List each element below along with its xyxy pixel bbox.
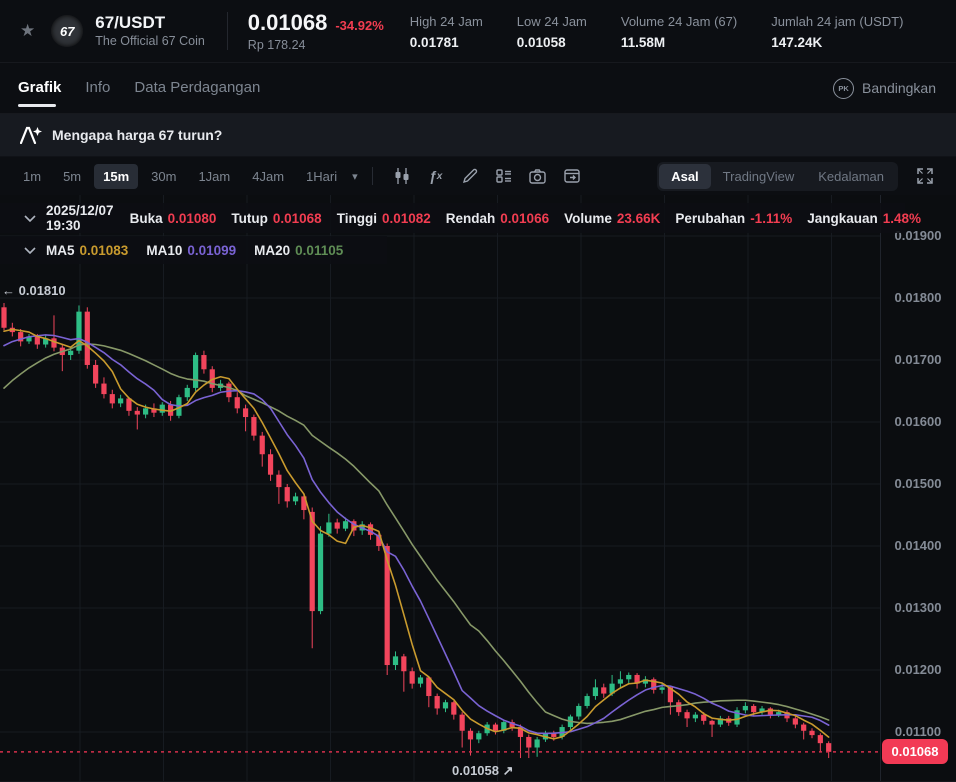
stat-value: 11.58M [620,34,666,50]
favorite-star-icon[interactable]: ★ [20,21,36,40]
last-price-badge[interactable]: 0.01068 [882,739,948,765]
coin-logo: 67 [51,15,84,47]
ma5-readout: MA5 0.01083 [46,242,129,258]
ohlc-change: Perubahan -1.11% [675,210,793,226]
timeframe-dropdown-caret[interactable]: ▾ [352,170,358,183]
indicator-list-icon[interactable] [487,163,521,189]
ohlc-info-strip: 2025/12/07 19:30 Buka 0.01080 Tutup 0.0106… [0,203,921,233]
timeframe-4h[interactable]: 4Jam [252,168,285,184]
stat-high24h: High 24 Jam 0.01781 [410,13,483,50]
stat-quote-volume24h: Jumlah 24 jam (USDT) 147.24K [771,13,903,50]
fiat-price: Rp 178.24 [247,37,306,52]
stat-label: High 24 Jam [409,13,483,29]
price-axis-label: 0.01400 [894,538,942,553]
arrow-left-icon: ← [2,282,15,298]
price-axis-label: 0.01700 [894,352,942,367]
stat-value: 0.01781 [409,34,459,50]
last-price: 0.01068 [247,9,328,35]
ai-insight-banner[interactable]: Mengapa harga 67 turun? [0,114,956,157]
arrow-up-right-icon: ↗ [502,763,514,779]
visible-low-marker: 0.01058 ↗ [452,763,514,779]
timeframe-30m[interactable]: 30m [151,168,177,184]
stat-volume24h: Volume 24 Jam (67) 11.58M [621,13,737,50]
tab-data-perdagangan[interactable]: Data Perdagangan [134,79,261,96]
price-axis-label: 0.01100 [894,724,942,739]
candle-datetime: 2025/12/07 19:30 [46,203,114,233]
coin-full-name: The Official 67 Coin [95,33,205,48]
stat-value: 147.24K [771,34,823,50]
collapse-chevron-icon[interactable] [24,214,36,222]
timeframe-15m[interactable]: 15m [94,163,139,189]
chart-view-switcher: Asal TradingView Kedalaman [657,161,898,191]
price-axis-label: 0.01500 [894,476,942,491]
price-axis-label: 0.01600 [894,414,942,429]
timeframe-1d[interactable]: 1Hari [306,168,338,184]
stat-label: Jumlah 24 jam (USDT) [771,13,904,29]
timeframe-1h[interactable]: 1Jam [198,168,231,184]
price-axis-label: 0.01300 [894,600,942,615]
toolbar-separator [371,167,373,185]
header-divider [226,12,228,50]
fullscreen-icon[interactable] [908,163,942,189]
ohlc-high: Tinggi 0.01082 [336,210,431,226]
price-axis-label: 0.01900 [894,228,942,243]
ai-question-text: Mengapa harga 67 turun? [52,127,223,143]
ai-sparkle-icon [19,126,42,145]
ohlc-close: Tutup 0.01068 [231,210,322,226]
stat-value: 0.01058 [516,34,566,50]
visible-high-marker: ← 0.01810 [2,282,66,298]
chart-area: 2025/12/07 19:30 Buka 0.01080 Tutup 0.0106… [0,195,956,782]
price-block: 0.01068 -34.92% Rp 178.24 [247,9,388,52]
header: ★ 67 67/USDT The Official 67 Coin 0.0106… [0,0,956,63]
camera-icon[interactable] [521,163,555,189]
ma20-readout: MA20 0.01105 [254,242,344,258]
market-stats: High 24 Jam 0.01781 Low 24 Jam 0.01058 V… [410,13,904,50]
goto-date-icon[interactable] [555,163,589,189]
view-mode-kedalaman[interactable]: Kedalaman [818,168,884,184]
timeframe-5m[interactable]: 5m [63,168,82,184]
pair-block: 67/USDT The Official 67 Coin [95,13,205,50]
collapse-chevron-icon[interactable] [24,246,36,254]
tab-grafik[interactable]: Grafik [18,65,61,111]
pair-name: 67/USDT [95,12,166,32]
ohlc-low: Rendah 0.01066 [445,210,550,226]
price-axis-label: 0.01200 [894,662,942,677]
tabs-row: Grafik Info Data Perdagangan PK Bandingk… [0,63,956,114]
timeframe-1m[interactable]: 1m [23,168,42,184]
candlestick-chart[interactable] [0,195,956,782]
ohlc-volume: Volume 23.66K [564,210,661,226]
draw-pencil-icon[interactable] [453,163,487,189]
stat-label: Low 24 Jam [516,13,587,29]
ma10-readout: MA10 0.01099 [146,242,237,258]
pk-compare-icon: PK [833,77,855,99]
view-mode-asal[interactable]: Asal [659,163,711,189]
candlestick-icon[interactable] [385,163,419,189]
price-change-pct: -34.92% [335,17,384,33]
ohlc-open: Buka 0.01080 [129,210,217,226]
stat-low24h: Low 24 Jam 0.01058 [517,13,587,50]
ohlc-range: Jangkauan 1.48% [807,210,922,226]
compare-label: Bandingkan [862,80,936,96]
view-mode-tradingview[interactable]: TradingView [722,168,795,184]
tab-info[interactable]: Info [85,79,111,96]
stat-label: Volume 24 Jam (67) [620,13,738,29]
price-axis-label: 0.01800 [894,290,942,305]
ma-info-strip: MA5 0.01083 MA10 0.01099 MA20 0.01105 [0,236,388,264]
compare-button[interactable]: PK Bandingkan [833,77,936,99]
